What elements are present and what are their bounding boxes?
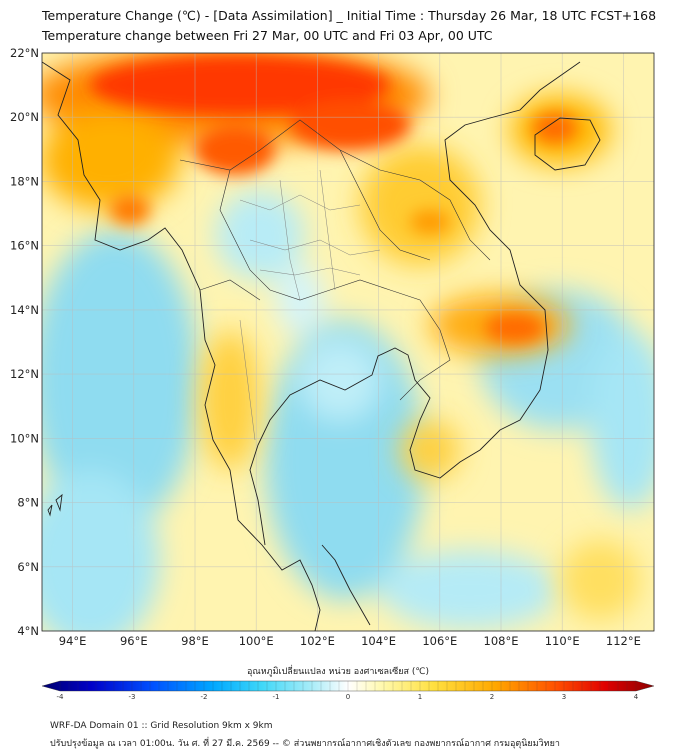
lat-label: 14°N: [10, 303, 39, 317]
lon-label: 100°E: [239, 634, 274, 648]
colorbar-tick-label: 3: [561, 693, 567, 701]
footer-update-info: ปรับปรุงข้อมูล ณ เวลา 01:00น. วัน ศ. ที่…: [50, 739, 560, 749]
colorbar-tick-label: 1: [417, 693, 423, 701]
lat-label: 10°N: [10, 431, 39, 445]
lon-label: 110°E: [545, 634, 580, 648]
lon-label: 104°E: [361, 634, 396, 648]
footer-model-info: WRF-DA Domain 01 :: Grid Resolution 9km …: [50, 721, 273, 731]
lat-label: 8°N: [17, 496, 39, 510]
lon-label: 108°E: [484, 634, 519, 648]
lat-label: 6°N: [17, 560, 39, 574]
colorbar-tick-label: 4: [633, 693, 639, 701]
colorbar-tick-label: -1: [272, 693, 280, 701]
colorbar-tick-label: -4: [56, 693, 64, 701]
colorbar: [41, 680, 655, 692]
colorbar-title: อุณหภูมิเปลี่ยนแปลง หน่วย องศาเซลเซียส (…: [246, 667, 430, 677]
lon-label: 102°E: [300, 634, 335, 648]
lat-label: 12°N: [10, 367, 39, 381]
map-title: Temperature Change (℃) - [Data Assimilat…: [42, 8, 657, 23]
latitude-labels: 22°N 20°N 18°N 16°N 14°N 12°N 10°N 8°N 6°N 4°N: [10, 46, 39, 638]
map-subtitle: Temperature change between Fri 27 Mar, 0…: [42, 28, 493, 43]
province-borders: [239, 169, 381, 441]
longitude-labels: 94°E 96°E 98°E 100°E 102°E 104°E 106°E 108°E 110…: [59, 634, 641, 648]
lon-label: 106°E: [422, 634, 457, 648]
lon-label: 96°E: [120, 634, 148, 648]
country-borders: [179, 119, 491, 401]
lon-label: 98°E: [181, 634, 209, 648]
lat-label: 4°N: [17, 624, 39, 638]
colorbar-tick-label: -3: [128, 693, 136, 701]
lon-label: 94°E: [59, 634, 87, 648]
lat-label: 16°N: [10, 239, 39, 253]
colorbar-tick-label: 0: [345, 693, 351, 701]
lat-label: 18°N: [10, 174, 39, 188]
colorbar-tick-label: -2: [200, 693, 208, 701]
graticule: [42, 53, 654, 631]
lat-label: 20°N: [10, 110, 39, 124]
colorbar-tick-label: 2: [489, 693, 495, 701]
lon-label: 112°E: [606, 634, 641, 648]
lat-label: 22°N: [10, 46, 39, 60]
coastline: [42, 61, 601, 631]
field-layer: [42, 53, 654, 631]
map-frame: [41, 52, 655, 632]
